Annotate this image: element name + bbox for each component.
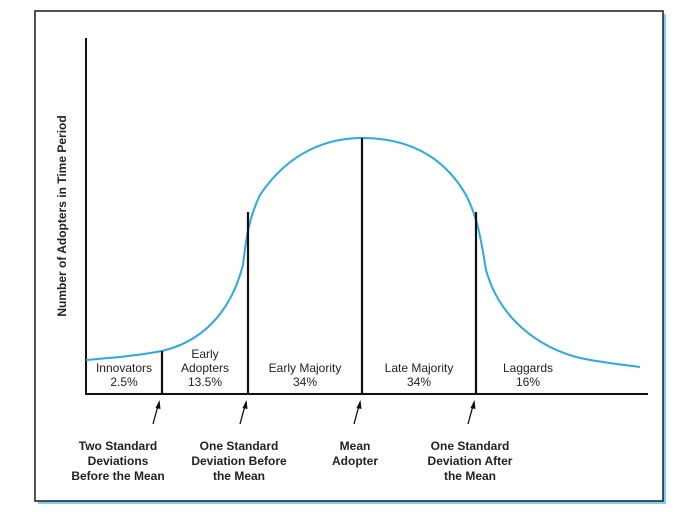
marker-label: Deviations	[88, 454, 149, 468]
marker-label: the Mean	[444, 469, 496, 483]
segment-name: Laggards	[503, 361, 553, 375]
segment-percentage: 34%	[407, 375, 431, 389]
marker-label: Before the Mean	[71, 469, 164, 483]
arrow-head-icon	[155, 400, 161, 409]
segment-percentage: 13.5%	[188, 375, 222, 389]
segment-dividers	[160, 138, 478, 394]
arrow-head-icon	[356, 400, 362, 409]
segment-name: Late Majority	[385, 361, 454, 375]
marker-label: the Mean	[213, 469, 265, 483]
marker-label: Two Standard	[79, 439, 157, 453]
marker-label: Adopter	[332, 454, 378, 468]
segment-percentage: 34%	[293, 375, 317, 389]
marker-label: One Standard	[431, 439, 510, 453]
marker-label: Mean	[340, 439, 371, 453]
y-axis-label: Number of Adopters in Time Period	[55, 115, 69, 316]
arrow-head-icon	[470, 400, 476, 409]
segment-name: Early	[191, 347, 218, 361]
segment-percentage: 16%	[516, 375, 540, 389]
frame-border	[34, 10, 664, 502]
marker-label: Deviation After	[428, 454, 513, 468]
arrow-head-icon	[242, 400, 248, 409]
segment-name: Adopters	[181, 361, 229, 375]
segment-name: Innovators	[96, 361, 152, 375]
marker-label: Deviation Before	[191, 454, 287, 468]
segment-name: Early Majority	[269, 361, 342, 375]
segment-percentage: 2.5%	[110, 375, 138, 389]
marker-label: One Standard	[200, 439, 279, 453]
